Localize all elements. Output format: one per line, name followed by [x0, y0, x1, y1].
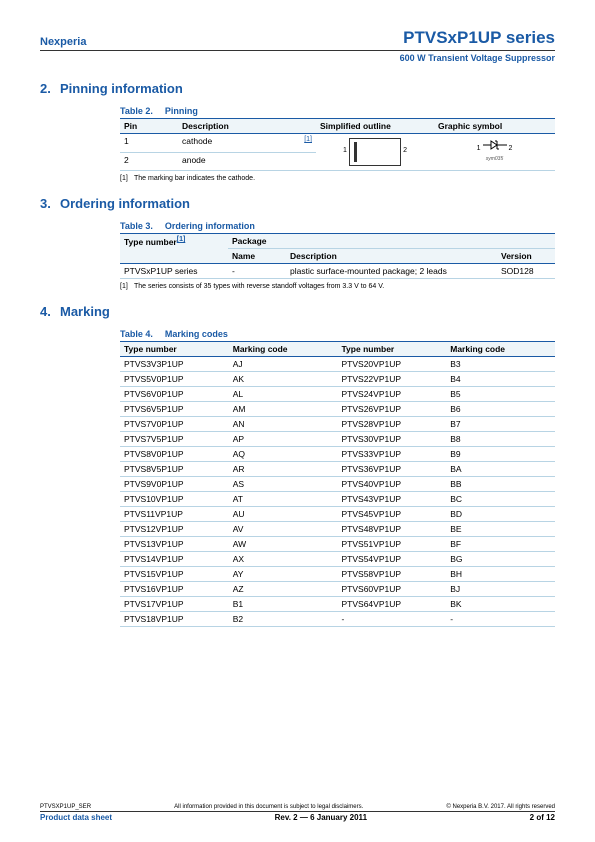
- table-cell: PTVS54VP1UP: [338, 552, 447, 567]
- table-cell: B5: [446, 387, 555, 402]
- table-cell: AZ: [229, 582, 338, 597]
- table-cell: AY: [229, 567, 338, 582]
- table-cell: BJ: [446, 582, 555, 597]
- table-cell: PTVS24VP1UP: [338, 387, 447, 402]
- table-cell: PTVS10VP1UP: [120, 492, 229, 507]
- table-cell: BA: [446, 462, 555, 477]
- table-cell: AQ: [229, 447, 338, 462]
- table-2-caption: Table 2.Pinning: [120, 106, 555, 116]
- table-cell: AR: [229, 462, 338, 477]
- table-cell: PTVS7V0P1UP: [120, 417, 229, 432]
- table-cell: PTVS8V0P1UP: [120, 447, 229, 462]
- footnote-ref[interactable]: [1]: [177, 236, 186, 243]
- section-2-heading: 2.Pinning information: [40, 81, 555, 96]
- brand-name: Nexperia: [40, 36, 86, 48]
- table-cell: BF: [446, 537, 555, 552]
- table-cell: BK: [446, 597, 555, 612]
- table-cell: AJ: [229, 357, 338, 372]
- pinning-table: Pin Description Simplified outline Graph…: [120, 118, 555, 171]
- table-cell: PTVS11VP1UP: [120, 507, 229, 522]
- table-cell: BC: [446, 492, 555, 507]
- table-cell: BB: [446, 477, 555, 492]
- table-cell: PTVS45VP1UP: [338, 507, 447, 522]
- table-cell: -: [446, 612, 555, 627]
- page-footer: PTVSXP1UP_SER All information provided i…: [40, 804, 555, 822]
- table-cell: PTVS3V3P1UP: [120, 357, 229, 372]
- table-cell: PTVS43VP1UP: [338, 492, 447, 507]
- table-cell: PTVS33VP1UP: [338, 447, 447, 462]
- table-cell: B8: [446, 432, 555, 447]
- table-cell: PTVS26VP1UP: [338, 402, 447, 417]
- table-cell: PTVS6V0P1UP: [120, 387, 229, 402]
- table-cell: AW: [229, 537, 338, 552]
- footnote-ref[interactable]: [1]: [304, 136, 312, 143]
- table-cell: B1: [229, 597, 338, 612]
- table-cell: PTVS36VP1UP: [338, 462, 447, 477]
- table-cell: B2: [229, 612, 338, 627]
- table-cell: PTVS64VP1UP: [338, 597, 447, 612]
- table-cell: -: [338, 612, 447, 627]
- table-cell: AL: [229, 387, 338, 402]
- table-cell: AS: [229, 477, 338, 492]
- product-subtitle: 600 W Transient Voltage Suppressor: [40, 53, 555, 63]
- table-3-caption: Table 3.Ordering information: [120, 221, 555, 231]
- table-cell: BE: [446, 522, 555, 537]
- section-3-heading: 3.Ordering information: [40, 196, 555, 211]
- diode-symbol-icon: [483, 140, 507, 152]
- table-cell: AN: [229, 417, 338, 432]
- table-cell: PTVS13VP1UP: [120, 537, 229, 552]
- table-cell: PTVS40VP1UP: [338, 477, 447, 492]
- table-cell: AK: [229, 372, 338, 387]
- marking-table: Type number Marking code Type number Mar…: [120, 341, 555, 627]
- table-cell: B9: [446, 447, 555, 462]
- table-cell: PTVS51VP1UP: [338, 537, 447, 552]
- table-cell: PTVS16VP1UP: [120, 582, 229, 597]
- table-cell: BG: [446, 552, 555, 567]
- package-outline: 1 2: [349, 138, 401, 166]
- table-cell: PTVS22VP1UP: [338, 372, 447, 387]
- table-cell: B3: [446, 357, 555, 372]
- table-cell: PTVS48VP1UP: [338, 522, 447, 537]
- product-title: PTVSxP1UP series: [403, 28, 555, 48]
- table-cell: AP: [229, 432, 338, 447]
- table-cell: PTVS60VP1UP: [338, 582, 447, 597]
- table-cell: PTVS5V0P1UP: [120, 372, 229, 387]
- table-cell: PTVS28VP1UP: [338, 417, 447, 432]
- table-cell: PTVS12VP1UP: [120, 522, 229, 537]
- section-4-heading: 4.Marking: [40, 304, 555, 319]
- table-cell: BH: [446, 567, 555, 582]
- table-cell: PTVS6V5P1UP: [120, 402, 229, 417]
- table-cell: PTVS58VP1UP: [338, 567, 447, 582]
- table-cell: PTVS14VP1UP: [120, 552, 229, 567]
- table-2-footnote: [1]The marking bar indicates the cathode…: [120, 175, 555, 182]
- table-cell: PTVS9V0P1UP: [120, 477, 229, 492]
- table-3-footnote: [1]The series consists of 35 types with …: [120, 283, 555, 290]
- table-cell: AU: [229, 507, 338, 522]
- table-4-caption: Table 4.Marking codes: [120, 329, 555, 339]
- table-cell: AV: [229, 522, 338, 537]
- table-cell: B4: [446, 372, 555, 387]
- table-cell: AX: [229, 552, 338, 567]
- table-cell: PTVS30VP1UP: [338, 432, 447, 447]
- table-cell: PTVS18VP1UP: [120, 612, 229, 627]
- table-cell: PTVS17VP1UP: [120, 597, 229, 612]
- ordering-table: Type number[1] Package Name Description …: [120, 233, 555, 279]
- table-cell: PTVS15VP1UP: [120, 567, 229, 582]
- table-cell: BD: [446, 507, 555, 522]
- table-cell: PTVS8V5P1UP: [120, 462, 229, 477]
- table-cell: AM: [229, 402, 338, 417]
- table-cell: B6: [446, 402, 555, 417]
- table-cell: PTVS7V5P1UP: [120, 432, 229, 447]
- table-cell: B7: [446, 417, 555, 432]
- table-cell: PTVS20VP1UP: [338, 357, 447, 372]
- table-cell: AT: [229, 492, 338, 507]
